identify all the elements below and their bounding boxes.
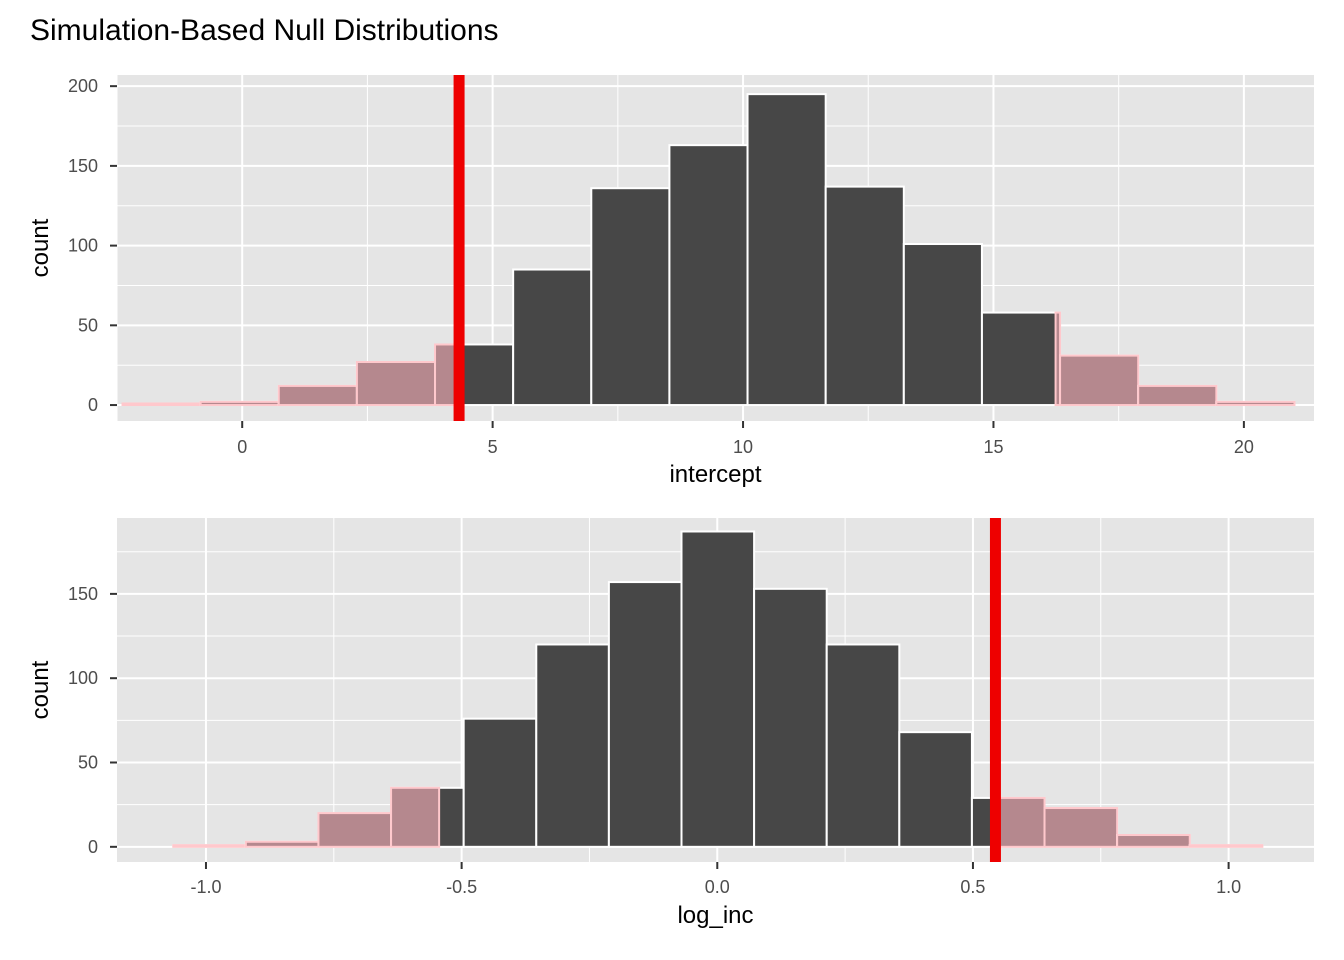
y-tick-label: 0 <box>88 837 98 857</box>
y-tick-label: 50 <box>78 753 98 773</box>
shaded-bar-segment <box>1116 834 1191 848</box>
x-tick-label: 10 <box>733 437 753 457</box>
histogram-bar <box>898 731 973 848</box>
x-tick-label: 1.0 <box>1216 877 1241 897</box>
shaded-bar-segment <box>994 796 1046 848</box>
x-tick-label: -1.0 <box>190 877 221 897</box>
x-tick-label: 0.0 <box>705 877 730 897</box>
shaded-bar-segment <box>1215 400 1296 407</box>
x-tick-label: 15 <box>983 437 1003 457</box>
shaded-bar-segment <box>317 812 393 848</box>
x-tick-label: -0.5 <box>446 877 477 897</box>
y-axis-title: count <box>27 218 54 277</box>
x-axis-title: log_inc <box>677 902 753 929</box>
shaded-bar-segment <box>277 384 358 407</box>
x-tick-label: 20 <box>1234 437 1254 457</box>
y-tick-label: 150 <box>68 156 98 176</box>
y-axis-title: count <box>27 660 54 719</box>
histogram-bar <box>753 587 828 848</box>
chart-title: Simulation-Based Null Distributions <box>30 14 499 47</box>
x-tick-label: 0.5 <box>960 877 985 897</box>
shaded-bar-segment <box>121 402 202 407</box>
log-inc-histogram-panel: 0 50 100 150 -1.0 -0.5 0.0 0.5 1.0 log_inc count <box>27 518 1314 929</box>
histogram-bar <box>607 581 683 848</box>
histogram-bar <box>590 187 671 407</box>
histogram-bar <box>512 268 593 407</box>
shaded-bar-segment <box>244 840 320 848</box>
histogram-bar <box>535 643 610 848</box>
x-axis-title: intercept <box>669 461 761 488</box>
y-tick-label: 50 <box>78 315 98 335</box>
shaded-bar-segment <box>355 361 437 407</box>
shaded-bar-segment <box>1059 354 1140 407</box>
histogram-bar <box>902 243 983 407</box>
histogram-bar <box>746 93 827 407</box>
shaded-bar-segment <box>199 400 280 407</box>
x-tick-label: 5 <box>488 437 498 457</box>
histogram-bar <box>824 185 905 407</box>
histogram-bar <box>980 311 1062 407</box>
shaded-bar-segment <box>1188 844 1264 848</box>
y-tick-label: 0 <box>88 395 98 415</box>
histogram-bar <box>462 717 538 848</box>
shaded-bar-segment <box>1043 807 1119 848</box>
shaded-bar-segment <box>1137 384 1218 407</box>
y-tick-label: 150 <box>68 584 98 604</box>
shaded-bar-segment <box>390 786 441 848</box>
histogram-bar <box>680 530 756 848</box>
histogram-bar <box>668 144 749 407</box>
histogram-bar <box>825 643 901 848</box>
y-tick-label: 100 <box>68 668 98 688</box>
y-tick-label: 200 <box>68 76 98 96</box>
shaded-bar-segment <box>172 844 247 848</box>
y-tick-label: 100 <box>68 236 98 256</box>
x-tick-label: 0 <box>237 437 247 457</box>
intercept-histogram-panel: 0 50 100 150 200 0 5 10 15 20 intercept count <box>27 75 1314 488</box>
